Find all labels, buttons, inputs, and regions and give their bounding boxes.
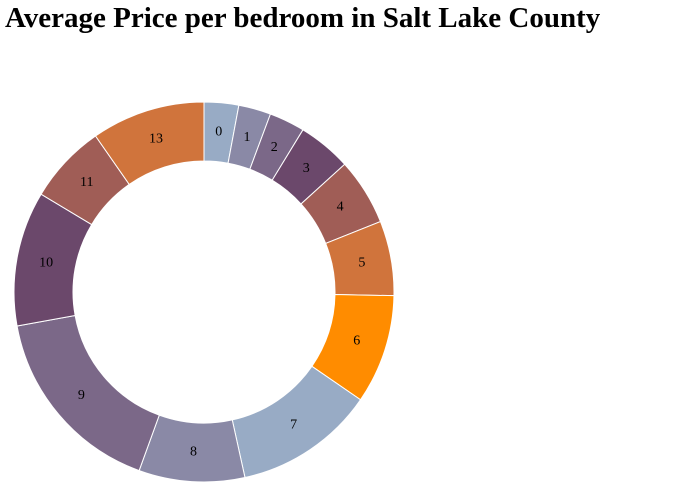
donut-labels: 0 1 2 3 4 5 6 7 8 9 10 11 13 — [39, 125, 365, 460]
slice-13 — [94, 101, 205, 186]
slice-label-7: 7 — [290, 418, 297, 433]
slice-label-9: 9 — [78, 388, 85, 403]
slice-label-10: 10 — [39, 256, 53, 271]
slice-label-5: 5 — [358, 256, 365, 271]
slice-label-3: 3 — [303, 161, 310, 176]
slice-label-6: 6 — [353, 334, 360, 349]
chart-title: Average Price per bedroom in Salt Lake C… — [5, 2, 601, 34]
donut-slices — [13, 101, 395, 483]
slice-label-4: 4 — [337, 200, 344, 215]
slice-label-13: 13 — [149, 131, 163, 146]
slice-label-8: 8 — [190, 445, 197, 460]
slice-label-0: 0 — [215, 125, 222, 140]
slice-9 — [16, 314, 160, 472]
slice-label-2: 2 — [271, 140, 278, 155]
slice-label-11: 11 — [80, 175, 93, 190]
slice-label-1: 1 — [244, 130, 251, 145]
